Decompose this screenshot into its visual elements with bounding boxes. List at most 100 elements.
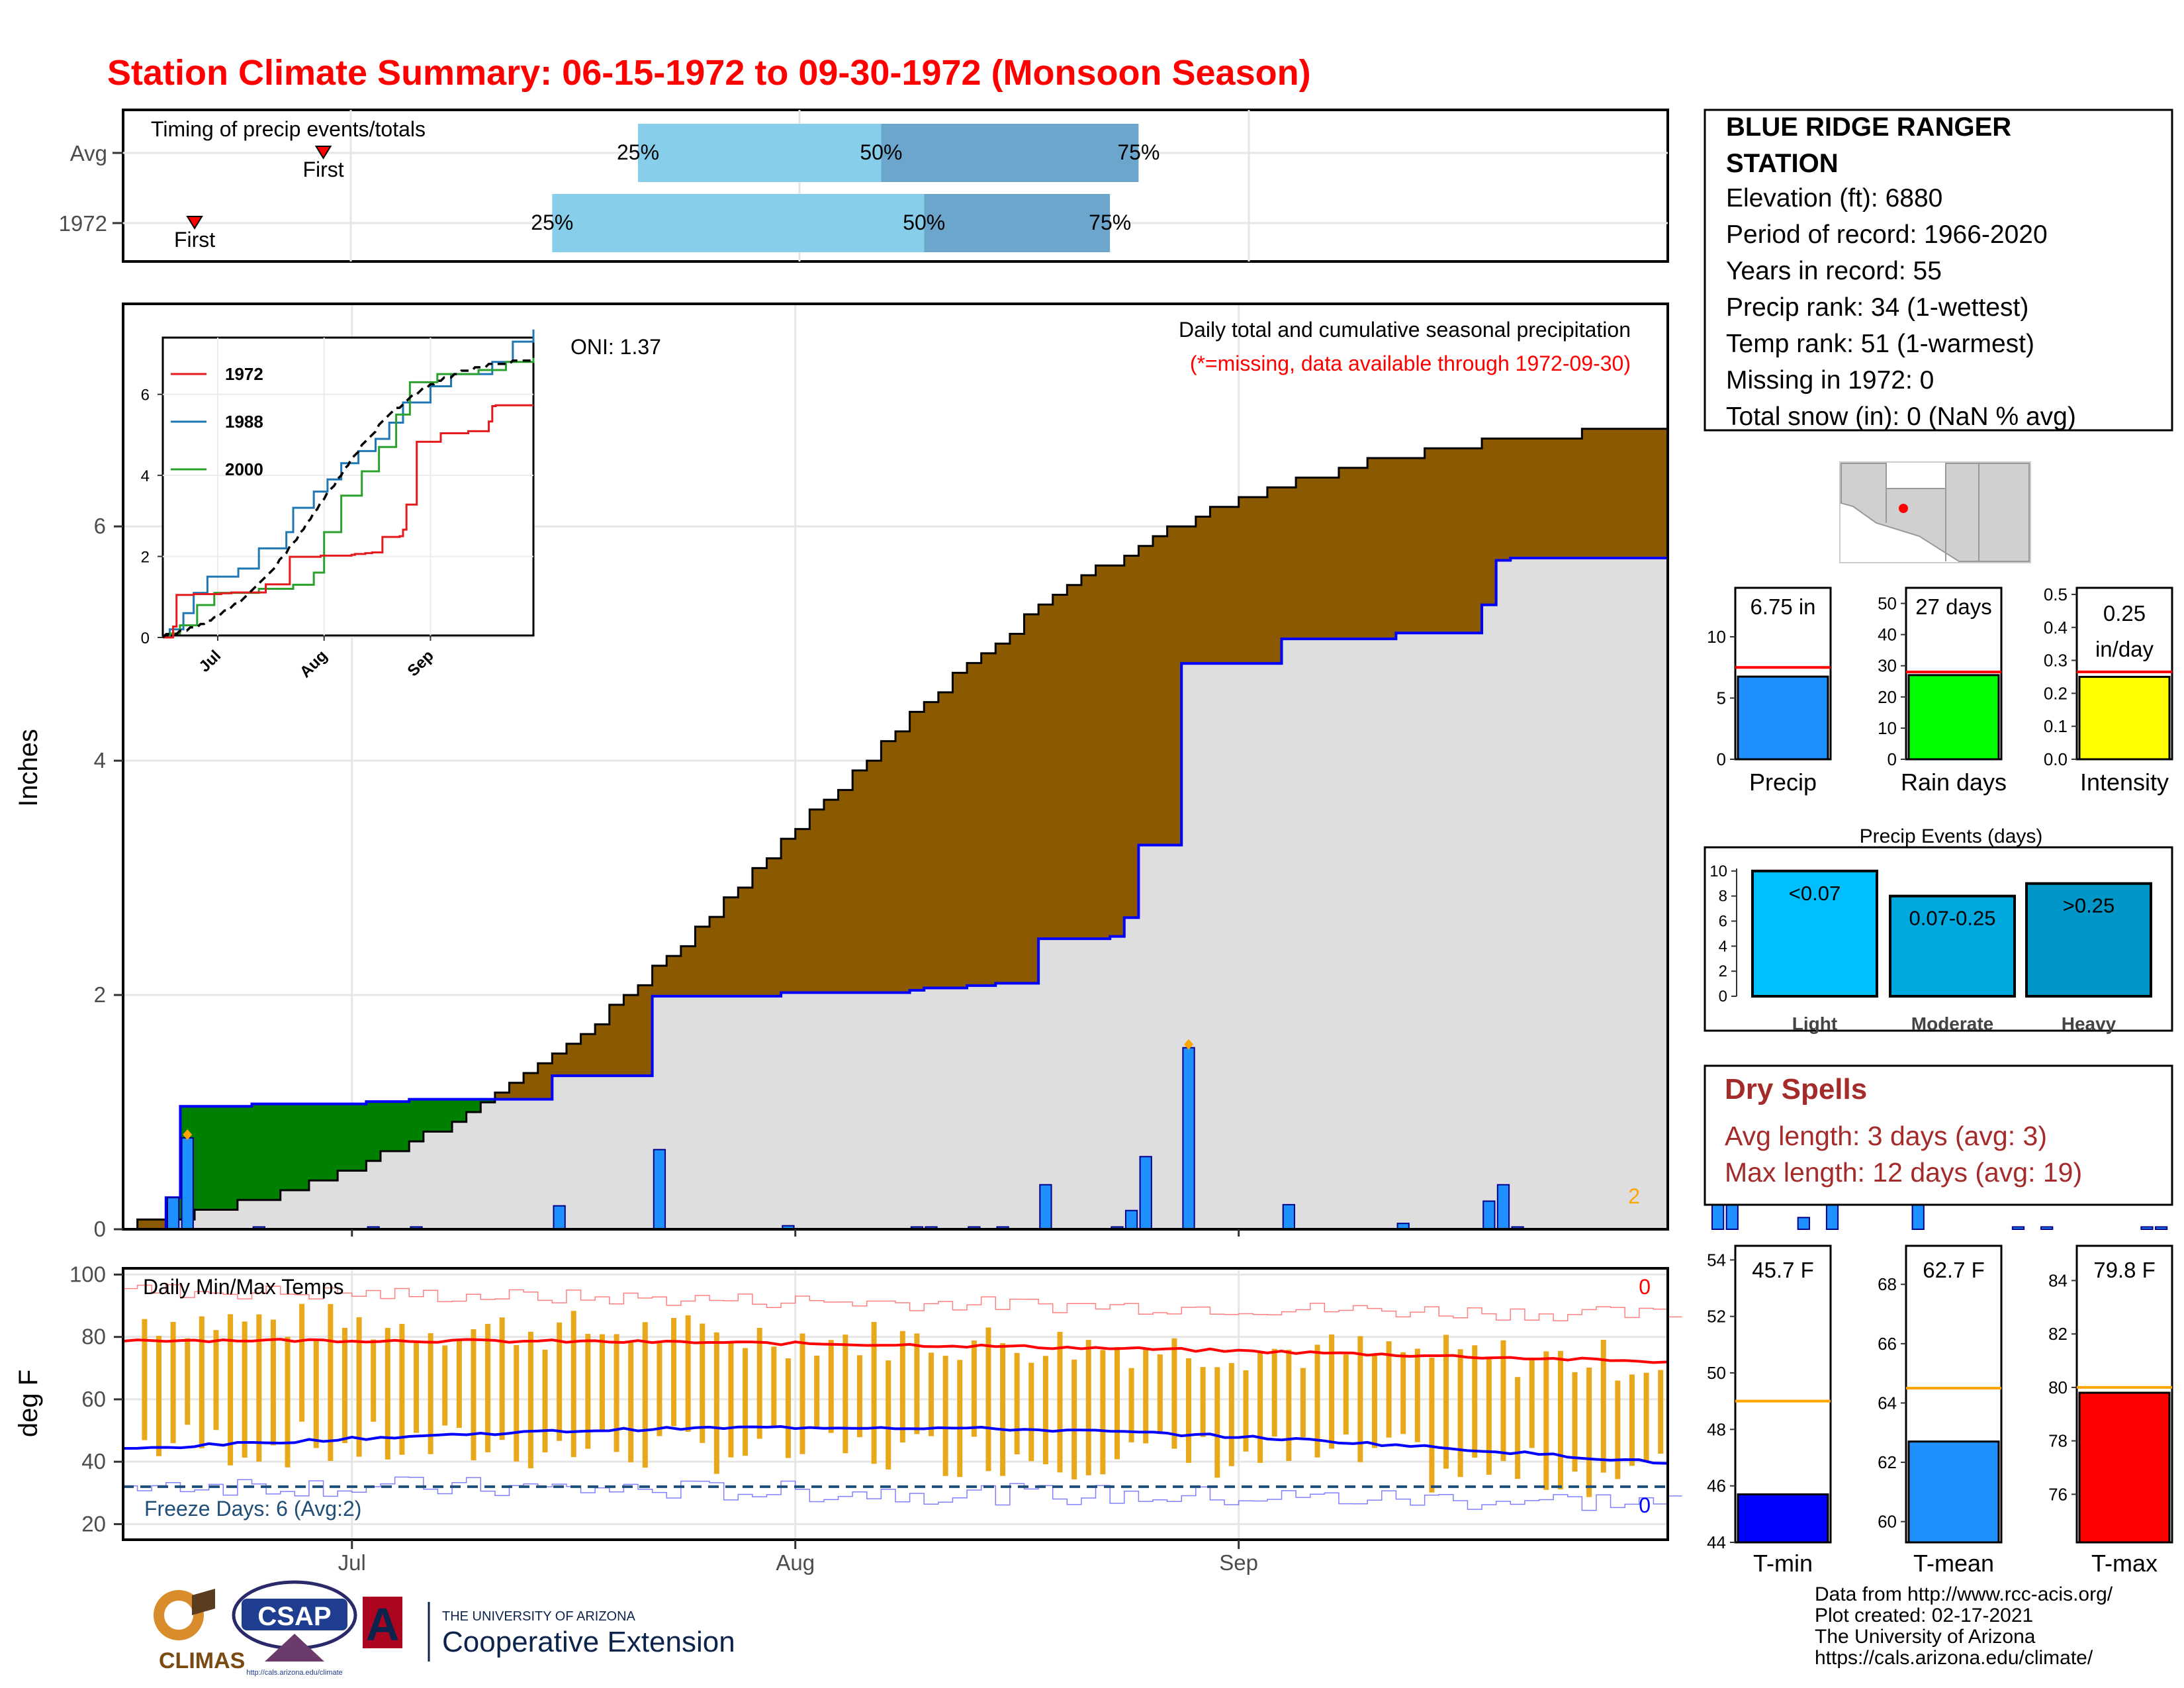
daily-temp-range-bar bbox=[228, 1314, 234, 1466]
daily-temp-range-bar bbox=[1071, 1359, 1077, 1479]
temp-summary-ytick-label: 44 bbox=[1707, 1532, 1726, 1552]
deficit-area bbox=[595, 1024, 610, 1076]
dry-spells-max: Max length: 12 days (avg: 19) bbox=[1725, 1157, 2082, 1188]
events-bar-label: <0.07 bbox=[1789, 882, 1841, 905]
daily-temp-range-bar bbox=[728, 1342, 734, 1458]
summary-ytick-label: 0 bbox=[1717, 749, 1726, 769]
daily-precip-bar bbox=[166, 1197, 180, 1230]
temp-summary-ytick-label: 78 bbox=[2048, 1431, 2068, 1451]
timing-first-label: First bbox=[174, 228, 215, 252]
summary-ytick-label: 0.4 bbox=[2044, 618, 2068, 637]
temp-ytick-label: 60 bbox=[81, 1387, 106, 1411]
summary-ytick-label: 0.0 bbox=[2044, 749, 2068, 769]
daily-temp-range-bar bbox=[1314, 1344, 1320, 1458]
daily-temp-range-bar bbox=[942, 1356, 948, 1476]
ua-logo: A THE UNIVERSITY OF ARIZONA Cooperative … bbox=[363, 1597, 735, 1662]
surplus-area bbox=[251, 1103, 267, 1200]
deficit-area bbox=[795, 829, 810, 993]
timing-first-marker bbox=[314, 146, 332, 160]
daily-temp-range-bar bbox=[499, 1317, 505, 1440]
timing-bar-q2-1 bbox=[924, 194, 1111, 252]
daily-temp-range-bar bbox=[542, 1349, 548, 1453]
x-tick-label-aug: Aug bbox=[776, 1550, 815, 1575]
daily-precip-bar bbox=[2140, 1226, 2154, 1231]
surplus-area bbox=[323, 1103, 338, 1181]
climas-logo: CLIMAS bbox=[154, 1589, 245, 1673]
daily-temp-range-bar bbox=[1000, 1343, 1006, 1476]
surplus-area bbox=[195, 1106, 210, 1210]
summary-value-label: 0.25 bbox=[2103, 601, 2146, 626]
deficit-area bbox=[1253, 496, 1268, 664]
daily-temp-range-bar bbox=[814, 1355, 820, 1427]
deficit-area bbox=[1610, 428, 1625, 559]
daily-temp-range-bar bbox=[514, 1344, 520, 1462]
deficit-area bbox=[895, 731, 911, 993]
daily-precip-bar bbox=[1482, 1200, 1496, 1231]
footer: CLIMAS CSAP http://cals.arizona.edu/clim… bbox=[154, 1580, 2113, 1677]
daily-precip-bar bbox=[1182, 1047, 1195, 1230]
daily-temp-range-bar bbox=[456, 1338, 462, 1428]
daily-temp-range-bar bbox=[1543, 1351, 1549, 1490]
station-period: Period of record: 1966-2020 bbox=[1726, 220, 2048, 249]
daily-temp-range-bar bbox=[599, 1334, 605, 1432]
deficit-area bbox=[1181, 526, 1197, 664]
daily-temp-range-bar bbox=[1472, 1345, 1478, 1458]
daily-temp-range-bar bbox=[842, 1335, 848, 1454]
events-category-label: Light bbox=[1792, 1013, 1837, 1034]
temp-summary-ytick-label: 66 bbox=[1878, 1334, 1897, 1354]
precip-ytick-label: 6 bbox=[94, 514, 106, 538]
deficit-area bbox=[838, 790, 853, 993]
summary-ytick-label: 10 bbox=[1707, 627, 1726, 647]
daily-temp-range-bar bbox=[799, 1333, 805, 1454]
daily-temp-range-bar bbox=[299, 1303, 305, 1422]
daily-temp-range-bar bbox=[399, 1323, 405, 1455]
daily-temp-range-bar bbox=[142, 1319, 148, 1440]
temp-summary-ytick-label: 48 bbox=[1707, 1419, 1726, 1439]
deficit-area bbox=[1024, 614, 1039, 984]
surplus-area bbox=[423, 1099, 439, 1132]
summary-value-bar bbox=[1907, 674, 2000, 761]
deficit-area bbox=[1453, 448, 1469, 633]
oni-label: ONI: 1.37 bbox=[570, 335, 661, 359]
daily-temp-range-bar bbox=[1014, 1352, 1020, 1455]
daily-temp-range-bar bbox=[1286, 1350, 1292, 1462]
temp-ytick-label: 40 bbox=[81, 1449, 106, 1474]
summary-chart-intensity: 0.0 0.1 0.2 0.3 0.4 0.5 0.25 in/day Intensity bbox=[2044, 585, 2173, 796]
deficit-area bbox=[1567, 438, 1582, 559]
station-name-line1: BLUE RIDGE RANGER bbox=[1726, 113, 2011, 142]
daily-temp-range-bar bbox=[1443, 1335, 1449, 1469]
deficit-area bbox=[952, 673, 968, 988]
inset-ytick-label: 4 bbox=[141, 467, 150, 485]
locator-map bbox=[1839, 461, 2031, 563]
deficit-area bbox=[509, 1082, 524, 1100]
daily-temp-range-bar bbox=[756, 1328, 762, 1439]
daily-temp-range-bar bbox=[356, 1317, 362, 1457]
daily-precip-bar bbox=[653, 1149, 666, 1230]
daily-temp-range-bar bbox=[285, 1336, 291, 1468]
surplus-area bbox=[338, 1103, 353, 1171]
daily-precip-bar bbox=[553, 1205, 566, 1230]
summary-ytick-label: 30 bbox=[1878, 656, 1897, 676]
surplus-area bbox=[237, 1106, 253, 1200]
temp-summary-t-mean: 60 62 64 66 68 62.7 F T-mean bbox=[1878, 1244, 2003, 1577]
freeze-days-label: Freeze Days: 6 (Avg:2) bbox=[144, 1497, 361, 1521]
daily-temp-range-bar bbox=[985, 1327, 991, 1472]
deficit-area bbox=[1424, 448, 1439, 633]
deficit-area bbox=[1009, 633, 1025, 984]
deficit-area bbox=[866, 761, 882, 993]
deficit-area bbox=[1338, 467, 1354, 639]
daily-temp-range-bar bbox=[170, 1321, 176, 1444]
csap-logo: CSAP http://cals.arizona.edu/climate bbox=[232, 1580, 357, 1677]
daily-temp-range-bar bbox=[242, 1321, 248, 1458]
daily-precip-bar bbox=[1124, 1209, 1138, 1230]
precip-ytick-label: 0 bbox=[94, 1217, 106, 1241]
daily-temp-range-bar bbox=[1643, 1372, 1649, 1462]
daily-temp-range-bar bbox=[1114, 1347, 1120, 1460]
summary-axis-label: Intensity bbox=[2080, 769, 2169, 796]
temp-ylabel: deg F bbox=[14, 1370, 43, 1437]
summary-chart-rain-days: 0 10 20 30 40 50 27 days Rain days bbox=[1878, 586, 2007, 796]
daily-temp-range-bar bbox=[886, 1360, 891, 1470]
temp-ytick-label: 100 bbox=[69, 1262, 106, 1286]
daily-temp-range-bar bbox=[485, 1323, 491, 1452]
deficit-area bbox=[938, 692, 954, 988]
